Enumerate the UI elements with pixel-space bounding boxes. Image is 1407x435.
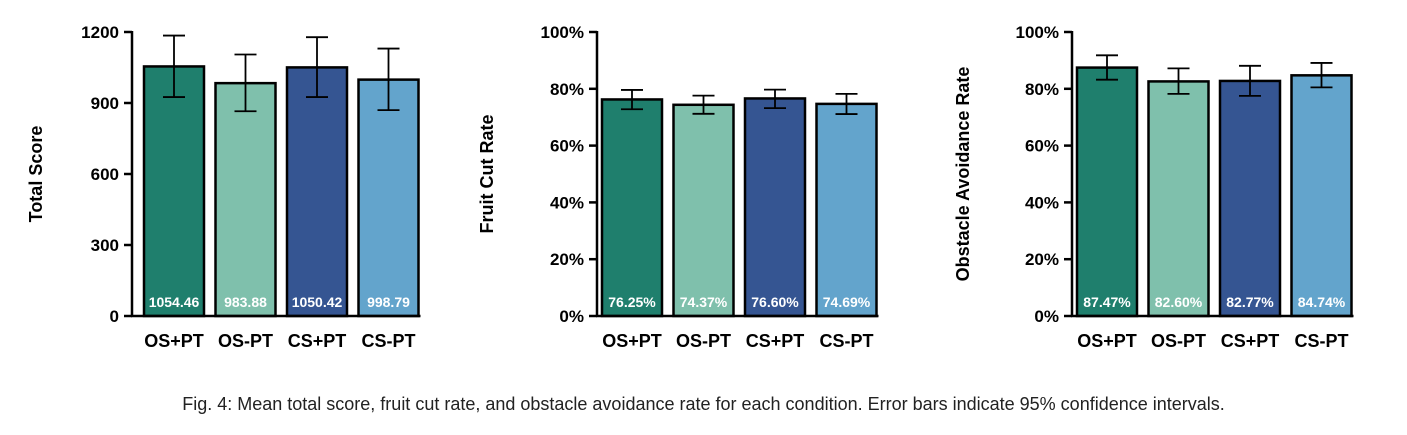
bar-value-label: 1054.46 <box>149 294 200 310</box>
bar-value-label: 74.69% <box>823 294 871 310</box>
bar-cs-pluspt <box>1218 79 1282 318</box>
y-tick-label: 80% <box>550 80 584 99</box>
x-tick-label: CS-PT <box>1295 331 1349 351</box>
bar-value-label: 1050.42 <box>292 294 343 310</box>
bar-cs-minus-pt <box>357 78 420 318</box>
y-axis-label: Fruit Cut Rate <box>477 115 497 234</box>
x-tick-label: OS+PT <box>602 331 662 351</box>
y-tick-label: 0% <box>1034 307 1059 326</box>
y-tick-label: 1200 <box>81 23 119 42</box>
bar-cs-pluspt <box>743 97 807 318</box>
y-tick-label: 900 <box>91 94 119 113</box>
bar-value-label: 76.25% <box>608 294 656 310</box>
bar-os-minus-pt <box>214 81 277 318</box>
y-tick-label: 60% <box>1025 137 1059 156</box>
bar-value-label: 82.60% <box>1155 294 1203 310</box>
x-tick-label: OS-PT <box>218 331 273 351</box>
y-axis-label: Total Score <box>26 126 46 223</box>
y-tick-label: 20% <box>1025 250 1059 269</box>
y-axis-label: Obstacle Avoidance Rate <box>953 67 973 282</box>
y-tick-label: 40% <box>1025 193 1059 212</box>
bar-cs-minus-pt <box>815 102 878 318</box>
x-tick-label: OS-PT <box>1151 331 1206 351</box>
y-tick-label: 80% <box>1025 80 1059 99</box>
y-tick-label: 20% <box>550 250 584 269</box>
bar-value-label: 998.79 <box>367 294 410 310</box>
y-tick-label: 0% <box>559 307 584 326</box>
x-tick-label: OS-PT <box>676 331 731 351</box>
y-tick-label: 60% <box>550 137 584 156</box>
charts-figure: Total Score 1054.46 OS+PT 983.88 OS-PT 1050.4… <box>26 23 1354 351</box>
x-tick-label: CS-PT <box>820 331 874 351</box>
x-tick-label: CS-PT <box>362 331 416 351</box>
figure-caption: Fig. 4: Mean total score, fruit cut rate… <box>182 394 1225 414</box>
bar-os-minus-pt <box>672 103 735 318</box>
y-tick-label: 300 <box>91 236 119 255</box>
x-tick-label: CS+PT <box>1221 331 1280 351</box>
bar-value-label: 76.60% <box>751 294 799 310</box>
bar-value-label: 82.77% <box>1226 294 1274 310</box>
bar-value-label: 87.47% <box>1083 294 1131 310</box>
bar-value-label: 74.37% <box>680 294 728 310</box>
bar-os-pluspt <box>1075 66 1139 318</box>
bar-value-label: 84.74% <box>1298 294 1346 310</box>
bar-os-pluspt <box>600 98 664 318</box>
bar-os-pluspt <box>142 65 206 318</box>
x-tick-label: OS+PT <box>1077 331 1137 351</box>
x-tick-label: OS+PT <box>144 331 204 351</box>
bar-cs-pluspt <box>285 66 349 318</box>
y-tick-label: 40% <box>550 193 584 212</box>
bar-cs-minus-pt <box>1290 74 1353 318</box>
bar-value-label: 983.88 <box>224 294 267 310</box>
bar-os-minus-pt <box>1147 80 1210 318</box>
y-tick-label: 600 <box>91 165 119 184</box>
x-tick-label: CS+PT <box>288 331 347 351</box>
y-tick-label: 100% <box>541 23 584 42</box>
y-tick-label: 100% <box>1016 23 1059 42</box>
x-tick-label: CS+PT <box>746 331 805 351</box>
y-tick-label: 0 <box>110 307 119 326</box>
